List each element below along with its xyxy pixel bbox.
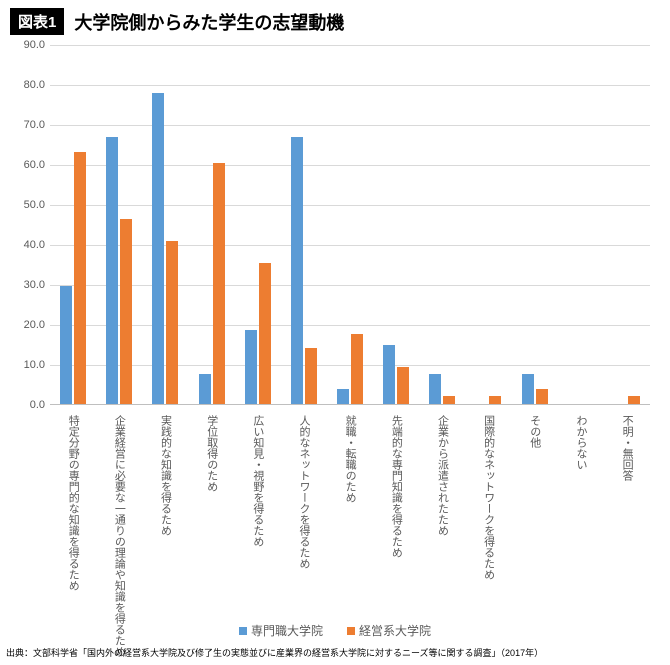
legend-item: 専門職大学院 <box>239 622 323 639</box>
x-label: 広い知見・視野を得るため <box>251 415 265 657</box>
x-label: 特定分野の専門的な知識を得るため <box>66 415 80 657</box>
bar <box>536 389 548 404</box>
x-label-cell: 国際的なネットワークを得るため <box>465 415 511 657</box>
legend-item: 経営系大学院 <box>347 622 431 639</box>
x-label: その他 <box>527 415 541 657</box>
x-label: 就職・転職のため <box>343 415 357 657</box>
legend-swatch <box>239 627 247 635</box>
legend: 専門職大学院 経営系大学院 <box>0 622 670 639</box>
legend-label: 経営系大学院 <box>359 622 431 639</box>
x-label-cell: 学位取得のため <box>188 415 234 657</box>
bar <box>60 286 72 404</box>
bar-group <box>96 45 142 404</box>
bar <box>291 137 303 404</box>
y-tick-label: 60.0 <box>10 159 45 171</box>
x-label: 企業経営に必要な一通りの理論や知識を得るため <box>112 415 126 657</box>
bar <box>213 163 225 404</box>
y-tick-label: 30.0 <box>10 279 45 291</box>
y-tick-label: 80.0 <box>10 79 45 91</box>
x-axis-labels: 特定分野の専門的な知識を得るため 企業経営に必要な一通りの理論や知識を得るため 実践… <box>50 415 650 657</box>
x-label: 学位取得のため <box>204 415 218 657</box>
x-label: 実践的な知識を得るため <box>158 415 172 657</box>
x-label: 人的なネットワークを得るため <box>297 415 311 657</box>
bar-group <box>327 45 373 404</box>
x-label: 企業から派遣されたため <box>435 415 449 657</box>
y-tick-label: 20.0 <box>10 319 45 331</box>
bar <box>351 334 363 404</box>
bar-group <box>512 45 558 404</box>
bar-group <box>465 45 511 404</box>
bar <box>337 389 349 404</box>
bar <box>489 396 501 404</box>
x-label-cell: 企業から派遣されたため <box>419 415 465 657</box>
x-label-cell: 特定分野の専門的な知識を得るため <box>50 415 96 657</box>
x-label: わからない <box>574 415 588 657</box>
x-label-cell: 企業経営に必要な一通りの理論や知識を得るため <box>96 415 142 657</box>
y-tick-label: 50.0 <box>10 199 45 211</box>
y-tick-label: 70.0 <box>10 119 45 131</box>
y-tick-label: 90.0 <box>10 39 45 51</box>
bar <box>245 330 257 404</box>
x-label-cell: その他 <box>512 415 558 657</box>
chart-badge: 図表1 <box>10 8 64 35</box>
chart-title: 大学院側からみた学生の志望動機 <box>74 9 344 35</box>
bar-group <box>419 45 465 404</box>
bar-group <box>235 45 281 404</box>
bar-group <box>604 45 650 404</box>
bar <box>120 219 132 404</box>
chart-header: 図表1 大学院側からみた学生の志望動機 <box>0 0 670 45</box>
x-label-cell: 先端的な専門知識を得るため <box>373 415 419 657</box>
legend-swatch <box>347 627 355 635</box>
bar-group <box>373 45 419 404</box>
x-label-cell: 不明・無回答 <box>604 415 650 657</box>
chart-area: 0.010.020.030.040.050.060.070.080.090.0 … <box>10 45 660 425</box>
bar <box>305 348 317 404</box>
bar <box>443 396 455 404</box>
plot-area <box>50 45 650 405</box>
bar <box>166 241 178 404</box>
bar-group <box>558 45 604 404</box>
bar <box>397 367 409 404</box>
y-tick-label: 0.0 <box>10 399 45 411</box>
bar <box>259 263 271 404</box>
bar-group <box>142 45 188 404</box>
bar <box>199 374 211 404</box>
bar <box>628 396 640 404</box>
bar-group <box>188 45 234 404</box>
y-tick-label: 10.0 <box>10 359 45 371</box>
x-label: 国際的なネットワークを得るため <box>481 415 495 657</box>
bar <box>429 374 441 404</box>
bar <box>74 152 86 404</box>
x-label-cell: 実践的な知識を得るため <box>142 415 188 657</box>
x-label-cell: 就職・転職のため <box>327 415 373 657</box>
x-label: 不明・無回答 <box>620 415 634 657</box>
x-label-cell: わからない <box>558 415 604 657</box>
bar <box>522 374 534 404</box>
y-tick-label: 40.0 <box>10 239 45 251</box>
bar <box>383 345 395 404</box>
bar <box>106 137 118 404</box>
bar-group <box>281 45 327 404</box>
x-label: 先端的な専門知識を得るため <box>389 415 403 657</box>
bar <box>152 93 164 404</box>
source-citation: 出典：文部科学省「国内外の経営系大学院及び修了生の実態並びに産業界の経営系大学院… <box>6 646 543 659</box>
x-label-cell: 広い知見・視野を得るため <box>235 415 281 657</box>
bar-group <box>50 45 96 404</box>
bars-container <box>50 45 650 404</box>
x-label-cell: 人的なネットワークを得るため <box>281 415 327 657</box>
legend-label: 専門職大学院 <box>251 622 323 639</box>
